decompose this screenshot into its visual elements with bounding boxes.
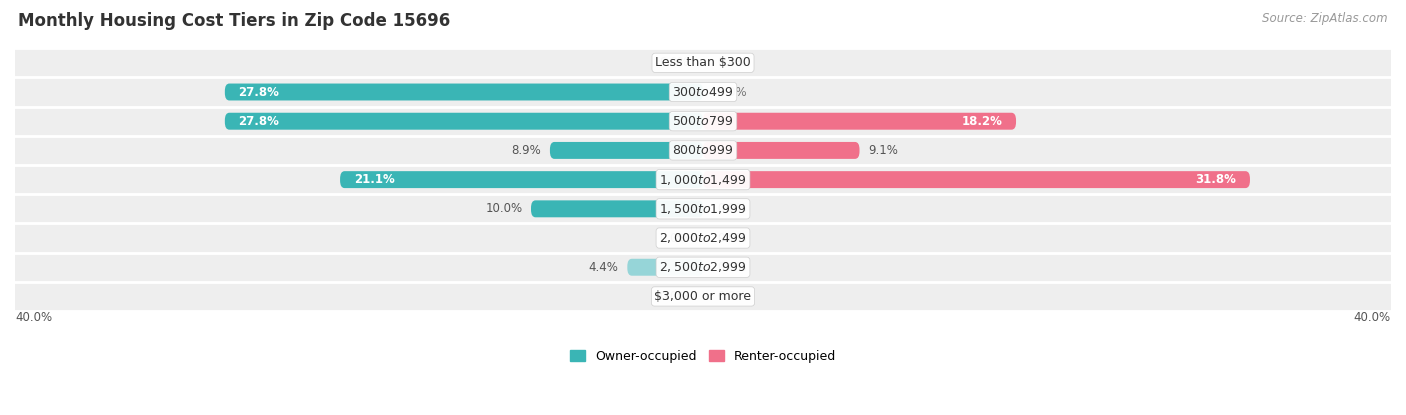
Text: 4.4%: 4.4% [589, 261, 619, 274]
Text: 0.0%: 0.0% [717, 85, 747, 98]
FancyBboxPatch shape [225, 83, 703, 100]
FancyBboxPatch shape [627, 259, 703, 276]
Text: 0.0%: 0.0% [659, 290, 689, 303]
FancyBboxPatch shape [340, 171, 703, 188]
Text: 0.0%: 0.0% [659, 56, 689, 69]
Text: $800 to $999: $800 to $999 [672, 144, 734, 157]
Text: Monthly Housing Cost Tiers in Zip Code 15696: Monthly Housing Cost Tiers in Zip Code 1… [18, 12, 450, 30]
Text: 0.0%: 0.0% [717, 261, 747, 274]
Bar [15, 223, 1391, 253]
Text: 27.8%: 27.8% [239, 115, 280, 128]
Text: $1,000 to $1,499: $1,000 to $1,499 [659, 173, 747, 187]
Text: 18.2%: 18.2% [962, 115, 1002, 128]
Text: 27.8%: 27.8% [239, 85, 280, 98]
Text: 40.0%: 40.0% [15, 311, 52, 324]
Bar [15, 136, 1391, 165]
Text: 31.8%: 31.8% [1195, 173, 1236, 186]
Text: $2,000 to $2,499: $2,000 to $2,499 [659, 231, 747, 245]
Text: 40.0%: 40.0% [1354, 311, 1391, 324]
Bar [15, 165, 1391, 194]
Text: 10.0%: 10.0% [485, 203, 523, 215]
FancyBboxPatch shape [703, 142, 859, 159]
FancyBboxPatch shape [225, 113, 703, 129]
Text: $500 to $799: $500 to $799 [672, 115, 734, 128]
Text: Source: ZipAtlas.com: Source: ZipAtlas.com [1263, 12, 1388, 25]
Text: 0.0%: 0.0% [717, 290, 747, 303]
Text: 0.0%: 0.0% [717, 232, 747, 244]
Bar [15, 48, 1391, 78]
Text: Less than $300: Less than $300 [655, 56, 751, 69]
FancyBboxPatch shape [703, 113, 1017, 129]
Legend: Owner-occupied, Renter-occupied: Owner-occupied, Renter-occupied [569, 349, 837, 363]
Bar [15, 107, 1391, 136]
Text: 0.0%: 0.0% [717, 56, 747, 69]
Text: $300 to $499: $300 to $499 [672, 85, 734, 98]
Text: $3,000 or more: $3,000 or more [655, 290, 751, 303]
Text: 0.0%: 0.0% [659, 232, 689, 244]
Bar [15, 78, 1391, 107]
Text: 9.1%: 9.1% [868, 144, 898, 157]
Text: 0.0%: 0.0% [717, 203, 747, 215]
Text: 21.1%: 21.1% [354, 173, 395, 186]
FancyBboxPatch shape [550, 142, 703, 159]
Text: $2,500 to $2,999: $2,500 to $2,999 [659, 260, 747, 274]
Bar [15, 282, 1391, 311]
Text: $1,500 to $1,999: $1,500 to $1,999 [659, 202, 747, 216]
Text: 8.9%: 8.9% [512, 144, 541, 157]
Bar [15, 194, 1391, 223]
FancyBboxPatch shape [531, 200, 703, 217]
FancyBboxPatch shape [703, 171, 1250, 188]
Bar [15, 253, 1391, 282]
